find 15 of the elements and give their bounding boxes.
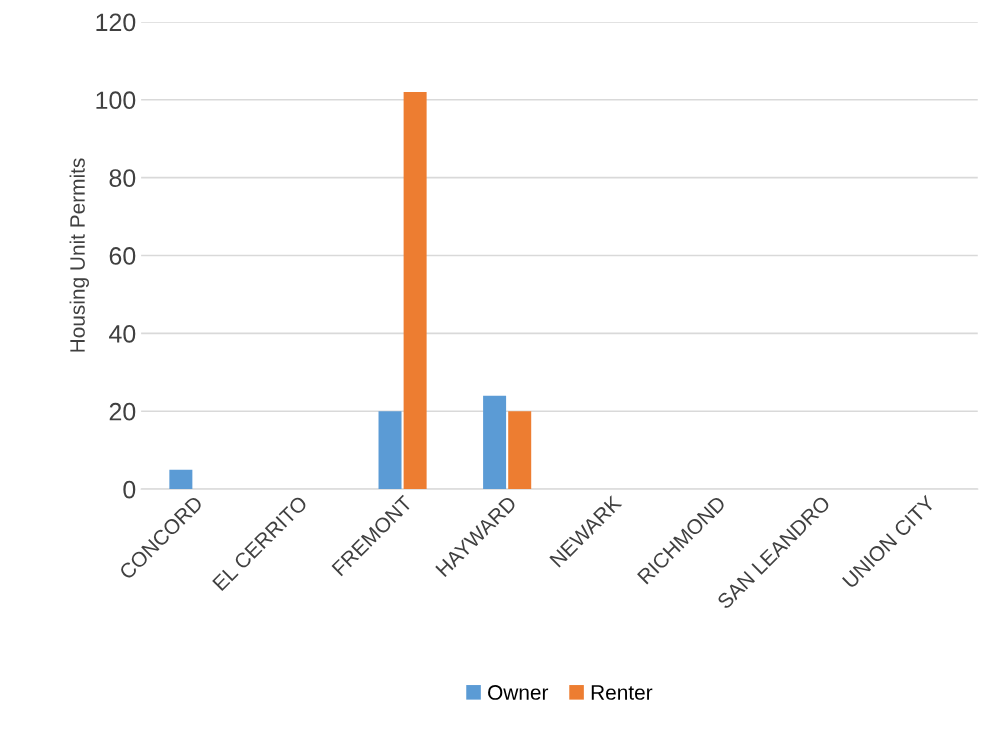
y-tick-label: 100 <box>96 91 136 110</box>
bar <box>483 395 507 490</box>
y-tick-label: 120 <box>96 13 136 32</box>
y-tick-label: 20 <box>109 402 136 421</box>
y-tick-label: 60 <box>109 247 136 265</box>
y-tick-label: 80 <box>109 169 136 187</box>
bar <box>508 411 532 490</box>
bar <box>403 91 427 490</box>
y-tick-label: 0 <box>123 480 136 499</box>
legend-label: Renter <box>591 685 653 700</box>
bar <box>378 411 402 490</box>
legend-label: Owner <box>488 685 549 700</box>
y-tick-label: 40 <box>109 324 136 343</box>
y-axis-title: Housing Unit Permits <box>69 158 89 352</box>
bar <box>169 469 193 490</box>
